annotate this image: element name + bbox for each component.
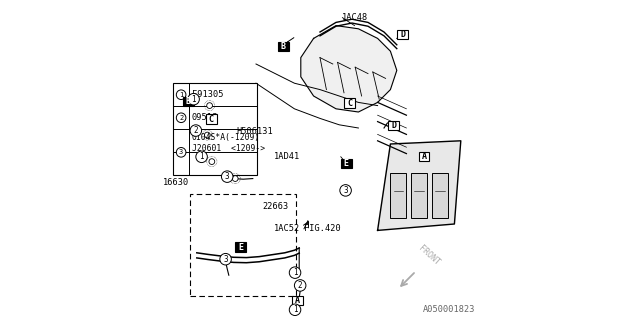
Bar xyxy=(390,173,406,218)
Circle shape xyxy=(223,256,229,262)
Circle shape xyxy=(188,93,200,105)
Circle shape xyxy=(340,185,351,196)
Circle shape xyxy=(232,176,238,181)
Bar xyxy=(236,243,246,252)
Bar xyxy=(206,115,216,124)
Bar xyxy=(341,159,351,168)
Text: FRONT: FRONT xyxy=(417,244,442,268)
Text: 3: 3 xyxy=(223,255,228,264)
Text: J20601  <1209->: J20601 <1209-> xyxy=(192,144,265,153)
Circle shape xyxy=(221,171,233,182)
Text: D: D xyxy=(400,30,405,39)
Text: 1: 1 xyxy=(191,95,196,104)
Text: A: A xyxy=(295,296,300,305)
Bar xyxy=(388,121,399,130)
Bar xyxy=(191,194,296,296)
Bar xyxy=(292,296,303,305)
Text: F91305: F91305 xyxy=(192,90,223,99)
Circle shape xyxy=(220,253,232,265)
Circle shape xyxy=(289,267,301,278)
Bar xyxy=(419,152,429,161)
Text: 2: 2 xyxy=(179,115,183,121)
Text: C: C xyxy=(209,115,214,124)
Text: E: E xyxy=(344,159,349,168)
Bar xyxy=(183,97,193,106)
Text: 2: 2 xyxy=(298,281,303,290)
Text: 1AC52: 1AC52 xyxy=(274,224,300,233)
Text: 2: 2 xyxy=(193,126,198,135)
Circle shape xyxy=(294,280,306,291)
Text: 22663: 22663 xyxy=(262,202,289,211)
Text: B: B xyxy=(281,42,285,51)
Text: 3: 3 xyxy=(225,172,230,181)
Text: A050001823: A050001823 xyxy=(422,305,475,314)
Text: 3: 3 xyxy=(179,149,183,155)
Text: C: C xyxy=(347,99,352,108)
Polygon shape xyxy=(301,26,397,112)
Text: 3: 3 xyxy=(343,186,348,195)
Text: 16630: 16630 xyxy=(163,178,189,187)
Circle shape xyxy=(205,132,210,138)
Text: FIG.420: FIG.420 xyxy=(304,224,340,233)
Text: A: A xyxy=(422,152,426,161)
Text: B: B xyxy=(186,97,191,106)
Text: E: E xyxy=(238,243,243,252)
Text: 0104S*A(-1209): 0104S*A(-1209) xyxy=(192,133,260,142)
Text: H506131: H506131 xyxy=(237,127,273,136)
Text: 1: 1 xyxy=(199,152,204,161)
Circle shape xyxy=(190,125,202,136)
Text: 1: 1 xyxy=(292,268,298,277)
Text: 1AD41: 1AD41 xyxy=(274,152,300,161)
Circle shape xyxy=(177,113,186,123)
Text: 1AC48: 1AC48 xyxy=(342,13,369,22)
Circle shape xyxy=(289,304,301,316)
Text: 1: 1 xyxy=(179,92,183,98)
Circle shape xyxy=(196,151,207,163)
Bar xyxy=(278,42,289,51)
Polygon shape xyxy=(378,141,461,230)
Circle shape xyxy=(177,148,186,157)
Bar xyxy=(173,83,257,175)
Bar xyxy=(412,173,428,218)
Text: 0951S: 0951S xyxy=(192,113,218,122)
Circle shape xyxy=(209,159,215,164)
Bar xyxy=(344,99,355,108)
Text: 1: 1 xyxy=(292,305,298,314)
Bar xyxy=(432,173,448,218)
Circle shape xyxy=(207,103,212,108)
Text: D: D xyxy=(391,121,396,130)
Circle shape xyxy=(177,90,186,100)
Bar xyxy=(397,30,408,39)
